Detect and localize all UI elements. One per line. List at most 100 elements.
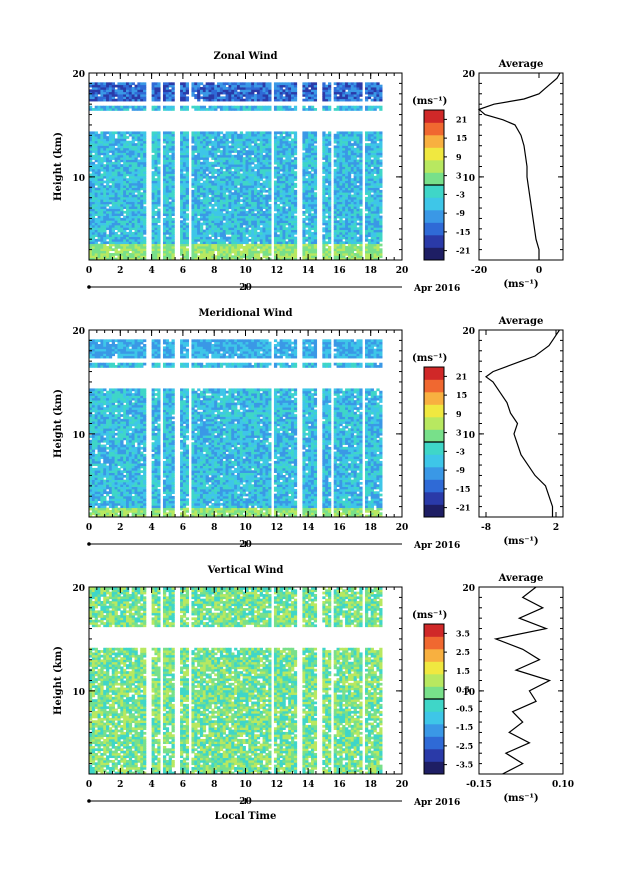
profile-y-tick-label: 20 [462, 327, 475, 337]
colorbar-swatch [424, 135, 444, 148]
profile-y-tick-label: 10 [462, 431, 475, 441]
x-tick-label: 20 [396, 780, 409, 790]
colorbar-tick-label: -3 [456, 446, 465, 456]
colorbar-unit: (ms⁻¹) [412, 96, 447, 107]
x-tick-label: 18 [364, 780, 377, 790]
x-tick-label: 20 [396, 523, 409, 533]
x-tick-label: 16 [333, 266, 346, 276]
colorbar-tick-label: -1.5 [456, 722, 473, 732]
colorbar-tick-label: -21 [456, 246, 470, 256]
profile-line [493, 586, 552, 775]
date-month-label: Apr 2016 [413, 541, 460, 551]
colorbar-swatch [424, 442, 444, 455]
x-tick-label: 10 [239, 266, 252, 276]
colorbar-swatch [424, 147, 444, 161]
colorbar-swatch [424, 160, 444, 173]
colorbar-tick-label: -21 [456, 503, 470, 513]
profile-unit: (ms⁻¹) [503, 536, 538, 547]
colorbar-tick-label: -15 [456, 484, 470, 494]
colorbar-tick-label: 2.5 [456, 647, 470, 657]
colorbar-swatch [424, 479, 444, 493]
date-day-label: 20 [239, 540, 252, 550]
heatmap-cells [89, 587, 383, 775]
heatmap-cells [89, 82, 383, 261]
y-axis-label: Height (km) [53, 132, 64, 201]
profile-y-tick-label: 20 [462, 584, 475, 594]
colorbar-tick-label: 0.5 [456, 685, 470, 695]
x-tick-label: 2 [117, 266, 123, 276]
x-tick-label: 8 [211, 523, 217, 533]
x-tick-label: 4 [148, 523, 154, 533]
profile-y-tick-label: 10 [462, 688, 475, 698]
colorbar-tick-label: 15 [456, 133, 467, 143]
colorbar-swatch [424, 222, 444, 236]
colorbar-swatch [424, 247, 444, 261]
colorbar-swatch [424, 636, 444, 650]
colorbar-swatch [424, 392, 444, 405]
colorbar-swatch [424, 724, 444, 737]
colorbar-tick-label: 3.5 [456, 628, 470, 638]
x-tick-label: 0 [86, 780, 92, 790]
colorbar-tick-label: 3 [456, 428, 462, 438]
colorbar-swatch [424, 367, 444, 380]
profile-x-tick-label: 2 [553, 523, 559, 533]
colorbar-swatch [424, 185, 444, 198]
profile-x-tick-label: 0.10 [552, 780, 574, 790]
profile-frame [478, 329, 564, 518]
colorbar-swatch [424, 711, 444, 725]
profile-y-tick-label: 20 [462, 70, 475, 80]
colorbar-swatch [424, 699, 444, 712]
colorbar-swatch [424, 504, 444, 518]
colorbar-tick-label: -9 [456, 465, 465, 475]
x-tick-label: 6 [180, 523, 186, 533]
profile-line [484, 329, 560, 517]
profile-unit: (ms⁻¹) [503, 279, 538, 290]
colorbar-swatch [424, 761, 444, 775]
profile-x-tick-label: -8 [481, 523, 491, 533]
colorbar-swatch [424, 674, 444, 687]
colorbar-swatch [424, 686, 444, 700]
colorbar-swatch [424, 736, 444, 750]
colorbar-swatch [424, 197, 444, 211]
colorbar-swatch [424, 122, 444, 136]
colorbar-swatch [424, 110, 444, 123]
date-day-label: 20 [239, 283, 252, 293]
x-tick-label: 12 [271, 266, 284, 276]
colorbar-tick-label: 9 [456, 409, 462, 419]
panel-title: Meridional Wind [198, 308, 292, 319]
x-tick-label: 8 [211, 266, 217, 276]
colorbar-tick-label: -2.5 [456, 741, 473, 751]
x-tick-label: 6 [180, 266, 186, 276]
panel-title: Vertical Wind [207, 565, 284, 576]
x-tick-label: 0 [86, 523, 92, 533]
profile-line [477, 72, 561, 260]
profile-frame [478, 72, 564, 261]
panel-3: Vertical Wind 0 2 4 6 8 10 12 14 16 18 20 10 20 Height… [53, 565, 574, 822]
x-tick-label: 16 [333, 523, 346, 533]
colorbar-tick-label: -9 [456, 208, 465, 218]
colorbar-tick-label: 1.5 [456, 666, 470, 676]
colorbar-swatch [424, 649, 444, 662]
profile-title: Average [498, 59, 544, 70]
profile-title: Average [498, 316, 544, 327]
heatmap-cells [89, 339, 383, 518]
x-tick-label: 2 [117, 523, 123, 533]
x-tick-label: 4 [148, 266, 154, 276]
y-axis-label: Height (km) [53, 646, 64, 715]
x-tick-label: 20 [396, 266, 409, 276]
profile-title: Average [498, 573, 544, 584]
colorbar-swatch [424, 454, 444, 468]
y-tick-label: 10 [72, 174, 85, 184]
x-tick-label: 0 [86, 266, 92, 276]
x-tick-label: 2 [117, 780, 123, 790]
colorbar-swatch [424, 379, 444, 393]
colorbar-tick-label: 15 [456, 390, 467, 400]
profile-x-tick-label: -0.15 [466, 780, 492, 790]
y-tick-label: 20 [72, 70, 85, 80]
x-tick-label: 14 [302, 780, 315, 790]
colorbar-swatch [424, 210, 444, 223]
colorbar-swatch [424, 404, 444, 418]
colorbar-swatch [424, 235, 444, 248]
date-day-label: 20 [239, 797, 252, 807]
